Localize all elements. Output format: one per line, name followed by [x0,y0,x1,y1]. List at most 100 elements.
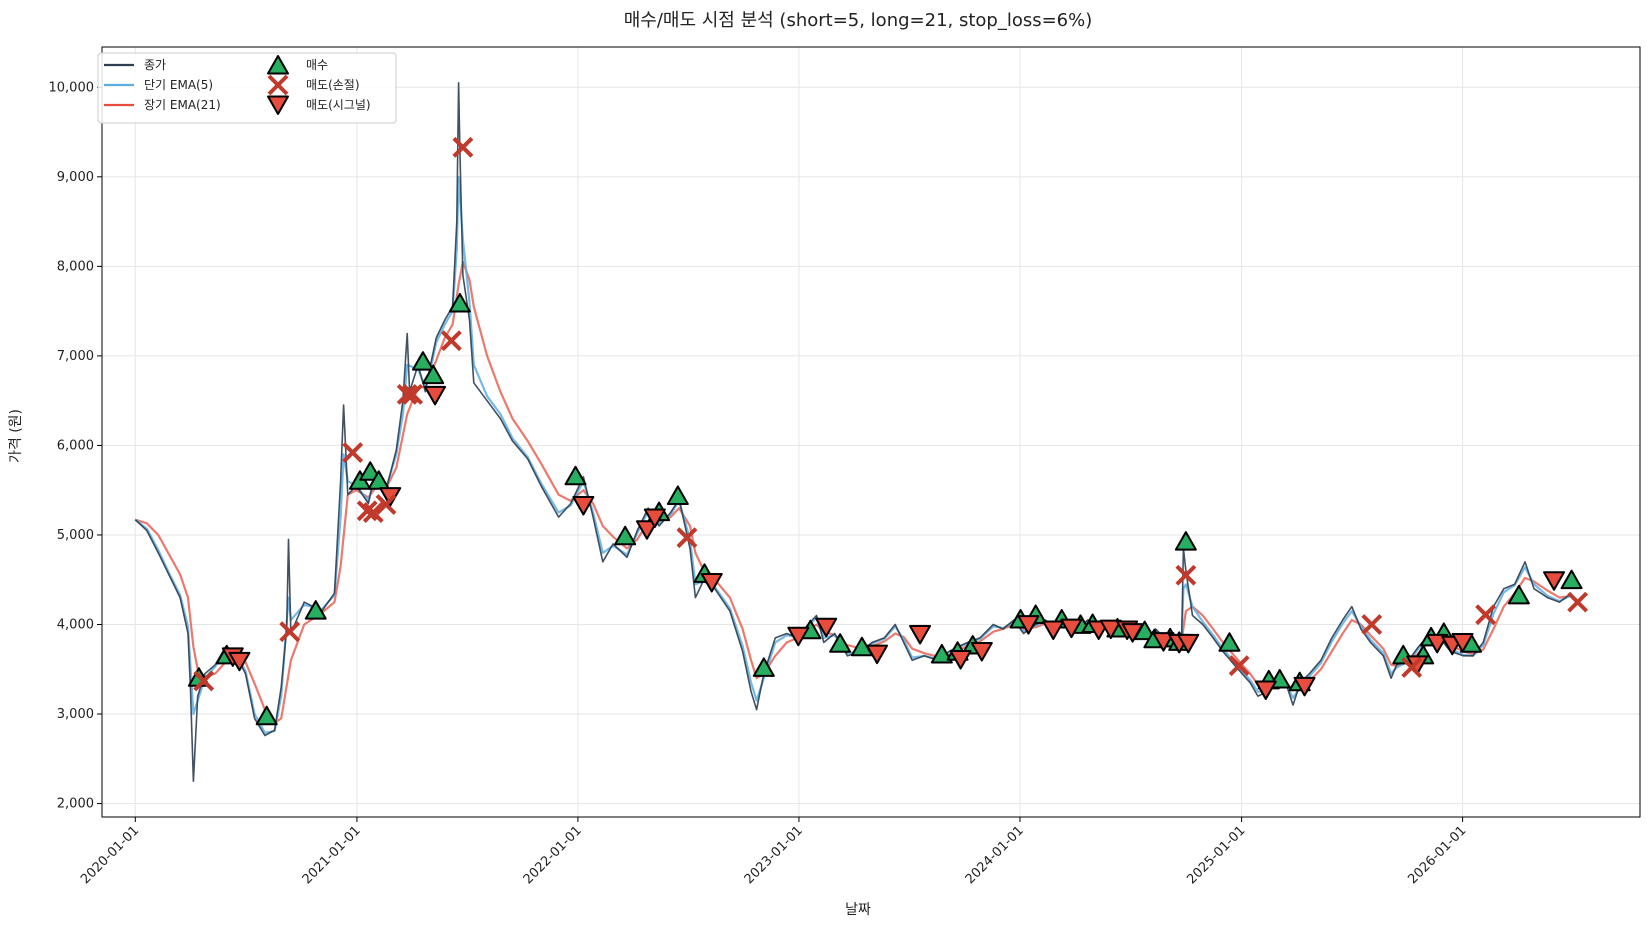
legend-item: 종가 [104,58,166,72]
buy-marker [614,525,637,546]
buy-marker [1174,531,1197,551]
legend-swatch [267,55,289,75]
plot-area [102,47,1640,817]
legend-item: 단기 EMA(5) [104,78,213,92]
cross-stroke [452,136,474,158]
sell-signal-marker [1121,623,1144,643]
y-tick-label: 4,000 [57,618,94,633]
legend-box [97,52,397,124]
sell-stoploss-marker [193,670,215,692]
buy-marker [411,351,434,371]
sell-signal-marker [1254,680,1277,700]
cross-stroke [375,494,397,515]
sell-signal-marker [1042,620,1065,640]
legend-label: 매도(시그널) [306,98,371,112]
sell-signal-marker [1060,618,1083,639]
sell-signal-marker [1017,615,1040,635]
sell-stoploss-marker [452,136,474,158]
x-tick-label: 2020-01-01 [78,823,142,887]
sell-stoploss-marker [1567,591,1589,613]
cross-stroke [1228,655,1250,677]
buy-marker [666,485,689,505]
markers-layer [187,136,1589,726]
legend-label: 단기 EMA(5) [144,78,213,92]
sell-signal-marker [1293,676,1316,697]
sell-signal-marker [1451,633,1474,653]
legend-label: 장기 EMA(21) [144,98,221,112]
sell-signal-marker [424,385,447,406]
x-axis-title: 날짜 [845,902,871,918]
sell-signal-marker [635,520,658,540]
buy-marker [448,292,471,313]
cross-stroke [1475,604,1497,626]
buy-marker [367,470,390,490]
legend-item: 매도(시그널) [267,95,371,115]
sell-stoploss-marker [396,383,418,405]
sell-stoploss-marker [402,383,424,405]
cross-stroke [193,670,215,692]
plot-background [102,47,1640,817]
sell-signal-marker [228,651,251,672]
x-tick-label: 2022-01-01 [521,823,585,887]
cross-stroke [1567,591,1589,613]
y-tick-label: 2,000 [57,797,94,812]
sell-stoploss-marker [342,442,364,464]
cross-stroke [356,500,378,522]
buy-marker [255,705,278,726]
buy-marker [304,600,327,620]
sell-signal-marker [970,641,993,662]
cross-stroke [402,383,424,405]
buy-marker [1560,569,1583,590]
sell-signal-marker [1426,633,1449,654]
sell-signal-marker [1099,619,1122,640]
cross-stroke [1175,564,1197,586]
sell-signal-marker [1177,633,1200,654]
legend-swatch [267,95,289,115]
cross-stroke [342,442,364,464]
cross-stroke [676,527,698,549]
cross-stroke [1361,614,1383,635]
y-tick-label: 7,000 [57,349,94,364]
legend-swatch [267,74,289,96]
sell-signal-marker [643,508,666,529]
y-axis-title: 가격 (원) [8,409,24,463]
legend-label: 매수 [306,58,328,72]
x-tick-label: 2026-01-01 [1405,823,1469,887]
sell-stoploss-marker [440,330,462,352]
sell-stoploss-marker [279,621,301,643]
sell-signal-marker [787,626,810,647]
sell-stoploss-marker [375,494,397,515]
sell-signal-marker [572,496,595,516]
x-axis-ticks: 2020-01-01 2021-01-01 2022-01-01 2023-01-01… [78,817,1469,887]
cross-stroke [279,621,301,643]
sell-signal-marker [949,650,972,670]
sell-stoploss-marker [1361,614,1383,635]
cross-stroke [1401,657,1423,678]
sell-stoploss-marker [1475,604,1497,626]
buy-marker [564,465,587,486]
sell-signal-marker [700,573,723,593]
legend-label: 종가 [144,58,166,72]
sell-stoploss-marker [356,500,378,522]
sell-signal-marker [866,644,889,665]
y-tick-label: 6,000 [57,438,94,453]
legend-label: 매도(손절) [306,78,360,92]
y-tick-label: 9,000 [57,170,94,185]
y-tick-label: 10,000 [49,80,95,95]
legend-item: 매도(손절) [267,74,360,96]
x-tick-label: 2023-01-01 [742,823,806,887]
sell-signal-marker [1152,632,1175,652]
sell-stoploss-marker [1175,564,1197,586]
axes [101,46,1641,818]
y-axis-ticks: 2,000 3,000 4,000 5,000 6,000 7,000 8,000 9,000… [49,80,102,812]
buy-marker [1507,584,1530,605]
sell-signal-marker [909,624,932,645]
sell-signal-marker [1543,571,1566,591]
sell-signal-marker [815,617,838,638]
buy-marker [422,364,445,385]
sell-stoploss-marker [1228,655,1250,677]
x-tick-label: 2021-01-01 [300,823,364,887]
cross-stroke [362,502,384,523]
